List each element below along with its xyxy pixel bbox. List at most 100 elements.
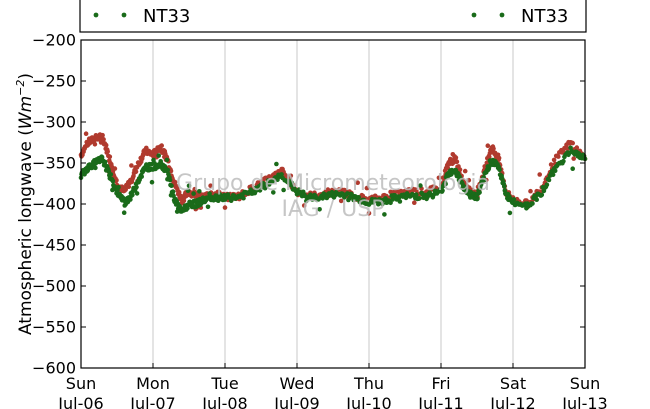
data-point xyxy=(356,195,362,200)
x-tick-label-day: Sun xyxy=(570,374,600,393)
data-point xyxy=(475,196,480,202)
data-point xyxy=(574,145,580,150)
y-axis-label-main: Atmospheric longwave ( xyxy=(16,129,36,335)
series-layer xyxy=(78,131,588,217)
data-point xyxy=(197,189,202,194)
watermark-line-2: IAG / USP xyxy=(282,197,385,222)
data-point xyxy=(548,162,554,167)
legend-marker-right-1 xyxy=(471,12,477,18)
data-point xyxy=(164,157,170,163)
data-point xyxy=(496,155,502,161)
y-axis: −200 −250 −300 −350 −400 −450 −500 −550 −600 xyxy=(32,31,585,378)
data-point xyxy=(133,169,139,174)
legend-label-left: NT33 xyxy=(143,6,190,27)
data-point xyxy=(530,201,535,206)
data-point xyxy=(397,199,403,204)
data-point xyxy=(355,180,361,185)
y-tick-label: −350 xyxy=(32,154,76,173)
data-point xyxy=(457,167,463,172)
data-point xyxy=(185,188,191,193)
data-point xyxy=(539,192,545,198)
legend-marker-left-2 xyxy=(121,12,127,18)
data-point xyxy=(537,172,542,177)
data-point xyxy=(570,166,575,171)
data-point xyxy=(241,195,246,201)
data-point xyxy=(101,137,106,142)
data-point xyxy=(487,154,492,160)
data-point xyxy=(329,189,335,195)
data-point xyxy=(544,182,550,187)
data-point xyxy=(112,166,118,171)
data-point xyxy=(139,174,144,179)
x-tick-label-day: Sat xyxy=(500,374,526,393)
data-point xyxy=(561,158,566,164)
data-point xyxy=(92,142,98,147)
x-tick-label-day: Mon xyxy=(136,374,170,393)
data-point xyxy=(550,172,556,177)
data-point xyxy=(205,204,211,210)
data-point xyxy=(463,185,469,190)
data-point xyxy=(279,172,284,177)
y-tick-label: −300 xyxy=(32,113,76,132)
data-point xyxy=(186,183,192,189)
data-point xyxy=(208,183,213,188)
y-tick-label: −500 xyxy=(32,277,76,296)
data-point xyxy=(551,157,557,163)
y-tick-label: −250 xyxy=(32,72,76,91)
series-1 xyxy=(78,145,588,217)
y-tick-label: −600 xyxy=(32,359,76,378)
data-point xyxy=(170,189,176,194)
data-point xyxy=(281,187,286,193)
data-point xyxy=(301,203,307,208)
data-point xyxy=(440,188,445,193)
x-tick-label-day: Sun xyxy=(66,374,96,393)
data-point xyxy=(507,210,513,216)
data-point xyxy=(100,132,105,138)
y-tick-label: −200 xyxy=(32,31,76,50)
data-point xyxy=(105,149,110,154)
x-axis: SunJul-06MonJul-07TueJul-08WedJul-09ThuJ… xyxy=(57,363,608,409)
data-point xyxy=(134,184,139,190)
data-point xyxy=(364,185,370,191)
data-point xyxy=(289,180,295,186)
legend-marker-left-1 xyxy=(93,12,99,18)
x-tick-label-date: Jul-07 xyxy=(129,394,175,409)
x-tick-label-day: Thu xyxy=(353,374,384,393)
x-tick-label-date: Jul-06 xyxy=(57,394,103,409)
data-point xyxy=(534,197,539,202)
data-point xyxy=(414,192,419,197)
data-point xyxy=(546,177,552,183)
data-point xyxy=(556,154,561,159)
data-point xyxy=(443,181,448,187)
data-point xyxy=(270,179,275,185)
data-point xyxy=(93,165,98,171)
watermark-line-1: Grupo de Micrometeorologia xyxy=(176,171,490,196)
data-point xyxy=(222,205,228,210)
x-tick-label-date: Jul-13 xyxy=(561,394,607,409)
data-point xyxy=(570,140,575,146)
y-tick-label: −450 xyxy=(32,236,76,255)
x-tick-label-date: Jul-10 xyxy=(345,394,391,409)
data-point xyxy=(288,173,294,179)
y-axis-label-close: ) xyxy=(16,73,36,80)
y-axis-label-unit: Wm xyxy=(16,96,36,129)
y-tick-label: −550 xyxy=(32,318,76,337)
data-point xyxy=(453,155,459,160)
x-tick-label-date: Jul-11 xyxy=(417,394,463,409)
data-point xyxy=(192,186,197,192)
data-point xyxy=(165,167,171,173)
data-point xyxy=(317,207,322,212)
data-point xyxy=(191,191,196,196)
data-point xyxy=(497,167,502,173)
data-point xyxy=(296,187,302,192)
data-point xyxy=(130,192,135,198)
data-point xyxy=(382,212,387,217)
legend-marker-right-2 xyxy=(499,12,505,18)
data-point xyxy=(436,175,442,181)
data-point xyxy=(481,177,487,183)
grid-lines xyxy=(152,40,514,368)
data-point xyxy=(491,146,496,151)
data-point xyxy=(338,198,344,204)
x-tick-label-day: Fri xyxy=(431,374,450,393)
